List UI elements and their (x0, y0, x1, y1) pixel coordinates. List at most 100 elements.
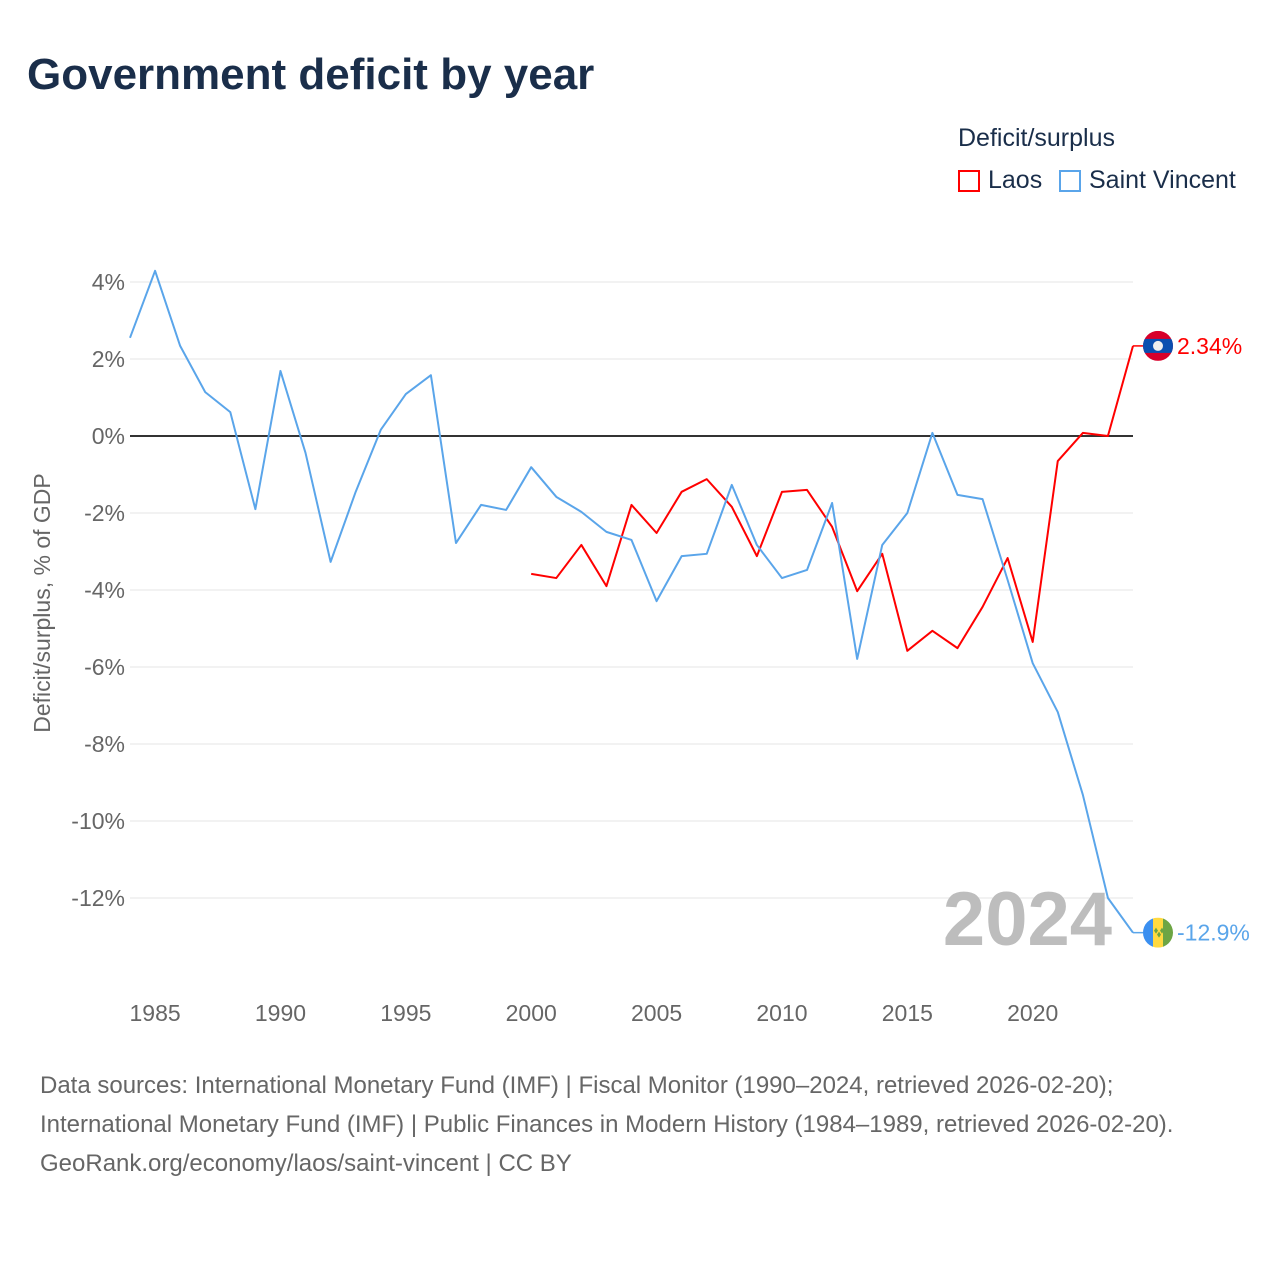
y-tick-label: 2% (92, 346, 125, 372)
data-point (679, 553, 685, 559)
data-point (553, 494, 559, 500)
data-point (804, 567, 810, 573)
data-point (629, 537, 635, 543)
legend-title: Deficit/surplus (958, 124, 1115, 152)
legend-swatch (958, 169, 980, 192)
data-point (829, 524, 835, 530)
end-value-label: -12.9% (1177, 920, 1250, 946)
series-line-saint-vincent (129, 269, 1134, 934)
x-tick-label: 2000 (506, 1000, 557, 1026)
data-sources: Data sources: International Monetary Fun… (40, 1072, 1174, 1138)
data-point (980, 604, 986, 610)
y-tick-label: 4% (92, 269, 125, 295)
data-point (227, 409, 233, 415)
laos-flag-icon (1143, 330, 1173, 361)
data-point (578, 542, 584, 548)
data-point (854, 656, 860, 662)
x-tick-label: 1990 (255, 1000, 306, 1026)
data-point (353, 489, 359, 495)
data-point (1105, 895, 1111, 901)
y-tick-label: 0% (92, 423, 125, 449)
data-point (303, 450, 309, 456)
data-point (503, 507, 509, 513)
data-point (528, 571, 534, 577)
data-point (152, 268, 158, 274)
data-point (252, 506, 258, 512)
data-point (704, 476, 710, 482)
data-point (1055, 458, 1061, 464)
data-point (829, 500, 835, 506)
x-tick-label: 1995 (380, 1000, 431, 1026)
y-tick-label: -12% (71, 885, 125, 911)
x-tick-label: 2005 (631, 1000, 682, 1026)
x-tick-label: 2020 (1007, 1000, 1058, 1026)
data-point (478, 502, 484, 508)
data-point (929, 430, 935, 436)
data-point (1080, 430, 1086, 436)
y-tick-label: -8% (84, 731, 125, 757)
legend-swatch (1059, 169, 1081, 192)
data-point (729, 482, 735, 488)
series-line-laos (531, 345, 1134, 652)
data-point (1030, 660, 1036, 666)
data-point (980, 496, 986, 502)
x-tick-label: 2010 (756, 1000, 807, 1026)
data-point (1080, 792, 1086, 798)
x-tick-label: 1985 (129, 1000, 180, 1026)
data-point (603, 529, 609, 535)
data-point (528, 464, 534, 470)
y-tick-label: -2% (84, 500, 125, 526)
data-point (403, 391, 409, 397)
data-point (453, 540, 459, 546)
data-point (654, 598, 660, 604)
legend-label: Laos (988, 166, 1043, 194)
credit-link[interactable]: GeoRank.org/economy/laos/saint-vincent |… (40, 1150, 572, 1177)
data-point (428, 372, 434, 378)
data-point (202, 389, 208, 395)
saint-vincent-flag-icon (1143, 917, 1173, 948)
data-point (904, 510, 910, 516)
legend-label: Saint Vincent (1089, 166, 1236, 194)
data-point (704, 551, 710, 557)
data-point (654, 530, 660, 536)
data-point (328, 559, 334, 565)
data-point (779, 489, 785, 495)
data-point (553, 575, 559, 581)
year-watermark: 2024 (943, 877, 1112, 962)
y-tick-label: -10% (71, 808, 125, 834)
data-point (729, 504, 735, 510)
chart-title: Government deficit by year (27, 50, 595, 99)
data-point (954, 492, 960, 498)
legend-item-saint-vincent[interactable]: Saint Vincent (1059, 166, 1236, 195)
line-chart: 4% 2% 0% -2% -4% -6% -8% -10% -12% 1985 1990 1995 20… (29, 268, 1250, 1026)
data-point (127, 335, 133, 341)
data-point (177, 343, 183, 349)
data-point (578, 509, 584, 515)
legend-item-laos[interactable]: Laos (958, 166, 1042, 195)
data-point (854, 588, 860, 594)
data-point (754, 542, 760, 548)
end-value-label: 2.34% (1177, 333, 1242, 359)
data-point (754, 553, 760, 559)
data-point (629, 502, 635, 508)
data-point (954, 645, 960, 651)
x-tick-label: 2015 (882, 1000, 933, 1026)
data-point (603, 583, 609, 589)
data-point (1030, 639, 1036, 645)
data-point (378, 427, 384, 433)
data-point (779, 575, 785, 581)
data-point (929, 628, 935, 634)
data-point (904, 648, 910, 654)
y-tick-label: -6% (84, 654, 125, 680)
data-point (1055, 709, 1061, 715)
footer: Data sources: International Monetary Fun… (40, 1066, 1240, 1183)
data-point (879, 542, 885, 548)
data-point (679, 489, 685, 495)
data-point (1105, 433, 1111, 439)
data-point (1005, 577, 1011, 583)
data-point (277, 368, 283, 374)
data-point (1005, 555, 1011, 561)
data-point (804, 487, 810, 493)
y-tick-label: -4% (84, 577, 125, 603)
y-axis-label: Deficit/surplus, % of GDP (29, 473, 55, 732)
